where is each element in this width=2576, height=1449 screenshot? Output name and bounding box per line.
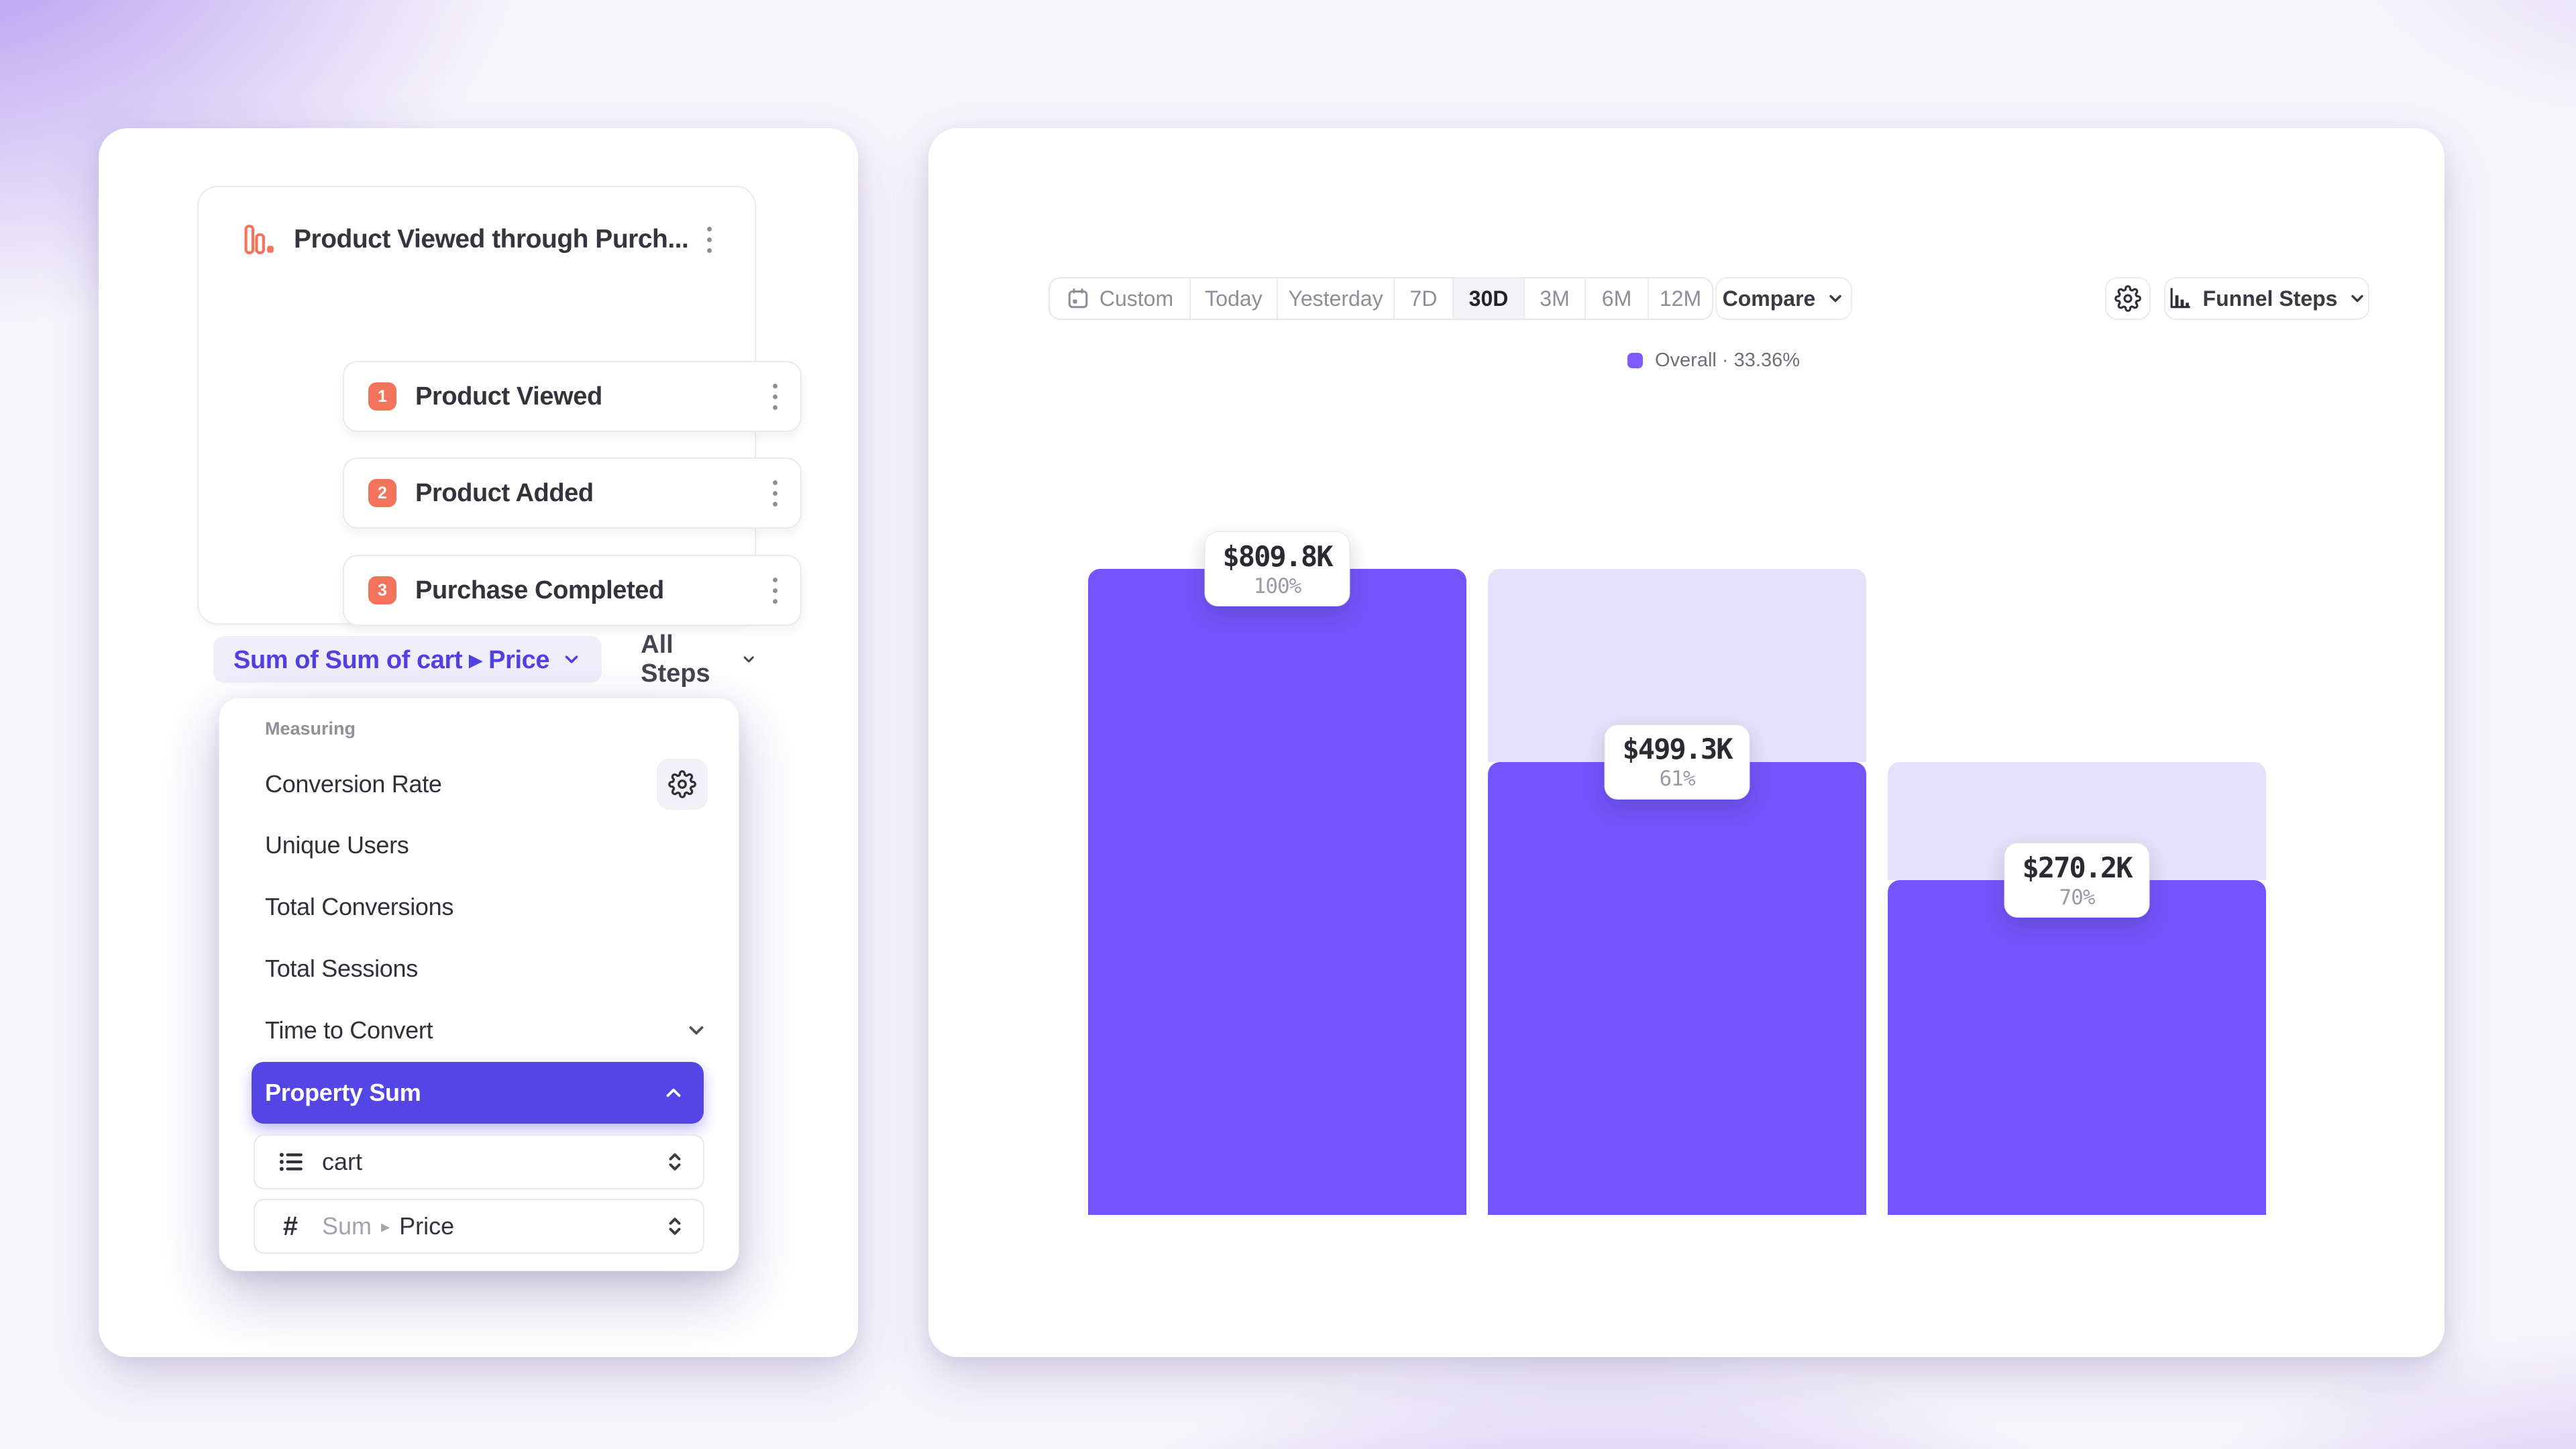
bar-tooltip: $809.8K 100% xyxy=(1204,531,1350,606)
calendar-icon xyxy=(1068,288,1088,309)
date-range-yesterday[interactable]: Yesterday xyxy=(1278,278,1395,319)
bar-tooltip: $499.3K 61% xyxy=(1604,724,1750,800)
menu-item-total-sessions[interactable]: Total Sessions xyxy=(265,955,418,982)
list-icon xyxy=(279,1152,303,1171)
step-number-badge: 3 xyxy=(368,576,396,604)
measuring-section-label: Measuring xyxy=(265,718,356,739)
step-number-badge: 2 xyxy=(368,479,396,507)
menu-item-property-sum[interactable]: Property Sum xyxy=(252,1062,704,1124)
up-down-chevrons-icon xyxy=(669,1153,681,1171)
step-label: Product Added xyxy=(415,478,594,507)
funnel-bar-product-viewed[interactable]: $809.8K 100% xyxy=(1088,531,1466,1215)
date-range-12m[interactable]: 12M xyxy=(1659,286,1702,311)
bar-solid xyxy=(1488,761,1866,1215)
date-range-6m[interactable]: 6M xyxy=(1586,278,1649,319)
steps-scope-dropdown[interactable]: All Steps xyxy=(641,631,757,688)
report-title-row: Product Viewed through Purch... xyxy=(243,213,712,266)
step-number-badge: 1 xyxy=(368,382,396,411)
bar-percent: 61% xyxy=(1659,767,1695,792)
funnel-step-product-added[interactable]: 2 Product Added xyxy=(343,458,802,529)
bar-percent: 70% xyxy=(2059,885,2095,910)
chevron-down-icon xyxy=(565,655,578,663)
chevron-up-icon xyxy=(666,1088,681,1097)
step-label: Purchase Completed xyxy=(415,576,664,604)
measuring-menu: Measuring Conversion Rate Unique Users T… xyxy=(219,698,739,1271)
legend-swatch xyxy=(1627,353,1643,368)
menu-item-conversion-rate[interactable]: Conversion Rate xyxy=(233,753,727,815)
bar-chart-icon xyxy=(244,225,274,254)
report-title: Product Viewed through Purch... xyxy=(294,225,689,254)
legend-overall[interactable]: Overall · 33.36% xyxy=(1627,350,1800,372)
funnel-steps-icon xyxy=(2170,288,2190,309)
bar-tooltip: $270.2K 70% xyxy=(2004,843,2150,918)
breadcrumb-arrow-icon: ▸ xyxy=(381,1216,390,1236)
date-range-3m[interactable]: 3M xyxy=(1525,278,1586,319)
step-menu-kebab-icon[interactable] xyxy=(759,472,791,515)
menu-item-total-conversions[interactable]: Total Conversions xyxy=(265,893,454,920)
bar-solid xyxy=(1888,880,2266,1215)
bar-percent: 100% xyxy=(1253,574,1302,598)
menu-item-unique-users[interactable]: Unique Users xyxy=(265,831,409,859)
funnel-bar-purchase-completed[interactable]: $270.2K 70% xyxy=(1888,569,2266,1215)
legend-label: Overall · 33.36% xyxy=(1655,350,1800,371)
chevron-down-icon xyxy=(689,1026,704,1035)
steps-scope-label: All Steps xyxy=(641,631,710,688)
gear-icon xyxy=(2114,285,2141,312)
step-menu-kebab-icon[interactable] xyxy=(759,375,791,418)
chevron-down-icon xyxy=(2351,294,2364,303)
chevron-down-icon xyxy=(1829,294,1842,303)
date-range-today[interactable]: Today xyxy=(1191,278,1278,319)
property-select[interactable]: cart xyxy=(254,1134,704,1189)
query-builder-panel: Product Viewed through Purch... 1 Produc… xyxy=(197,186,802,626)
measurement-dropdown-label: Sum of Sum of cart ▸ Price xyxy=(233,645,550,674)
property-select-value: cart xyxy=(322,1148,363,1175)
chevron-down-icon xyxy=(743,656,754,663)
funnel-step-purchase-completed[interactable]: 3 Purchase Completed xyxy=(343,555,802,626)
gear-icon xyxy=(668,770,696,798)
step-menu-kebab-icon[interactable] xyxy=(759,569,791,612)
menu-item-time-to-convert[interactable]: Time to Convert xyxy=(233,1000,727,1061)
conversion-rate-settings-button[interactable] xyxy=(657,759,708,810)
date-range-custom[interactable]: Custom xyxy=(1050,278,1191,319)
hash-icon: # xyxy=(282,1211,299,1241)
aggregation-property: Price xyxy=(399,1212,455,1240)
chart-settings-button[interactable] xyxy=(2105,277,2151,320)
up-down-chevrons-icon xyxy=(669,1218,681,1235)
bar-value: $809.8K xyxy=(1222,539,1333,573)
date-range-picker: Custom Today Yesterday 7D 30D 3M 6M 12M xyxy=(1049,277,1713,320)
aggregation-name: Sum xyxy=(322,1212,372,1240)
bar-value: $270.2K xyxy=(2022,851,2133,884)
funnel-bar-product-added[interactable]: $499.3K 61% xyxy=(1488,569,1866,1215)
funnel-step-product-viewed[interactable]: 1 Product Viewed xyxy=(343,361,802,432)
date-range-7d[interactable]: 7D xyxy=(1395,278,1454,319)
measurement-row: Sum of Sum of cart ▸ Price All Steps xyxy=(213,631,757,688)
report-menu-kebab-icon[interactable] xyxy=(693,218,725,261)
funnel-chart-card: Custom Today Yesterday 7D 30D 3M 6M 12M … xyxy=(928,128,2445,1357)
measurement-dropdown[interactable]: Sum of Sum of cart ▸ Price xyxy=(213,636,602,683)
funnel-builder-card: Product Viewed through Purch... 1 Produc… xyxy=(99,128,858,1357)
aggregation-select[interactable]: # Sum ▸ Price xyxy=(254,1199,704,1254)
compare-button[interactable]: Compare xyxy=(1715,277,1852,320)
step-label: Product Viewed xyxy=(415,382,602,411)
bar-value: $499.3K xyxy=(1622,733,1733,766)
chart-view-dropdown[interactable]: Funnel Steps xyxy=(2164,277,2369,320)
bar-solid xyxy=(1088,569,1466,1215)
date-range-30d[interactable]: 30D xyxy=(1454,278,1525,319)
funnel-chart: $809.8K 100% $499.3K 61% $270.2K 70% xyxy=(1088,531,2266,1215)
